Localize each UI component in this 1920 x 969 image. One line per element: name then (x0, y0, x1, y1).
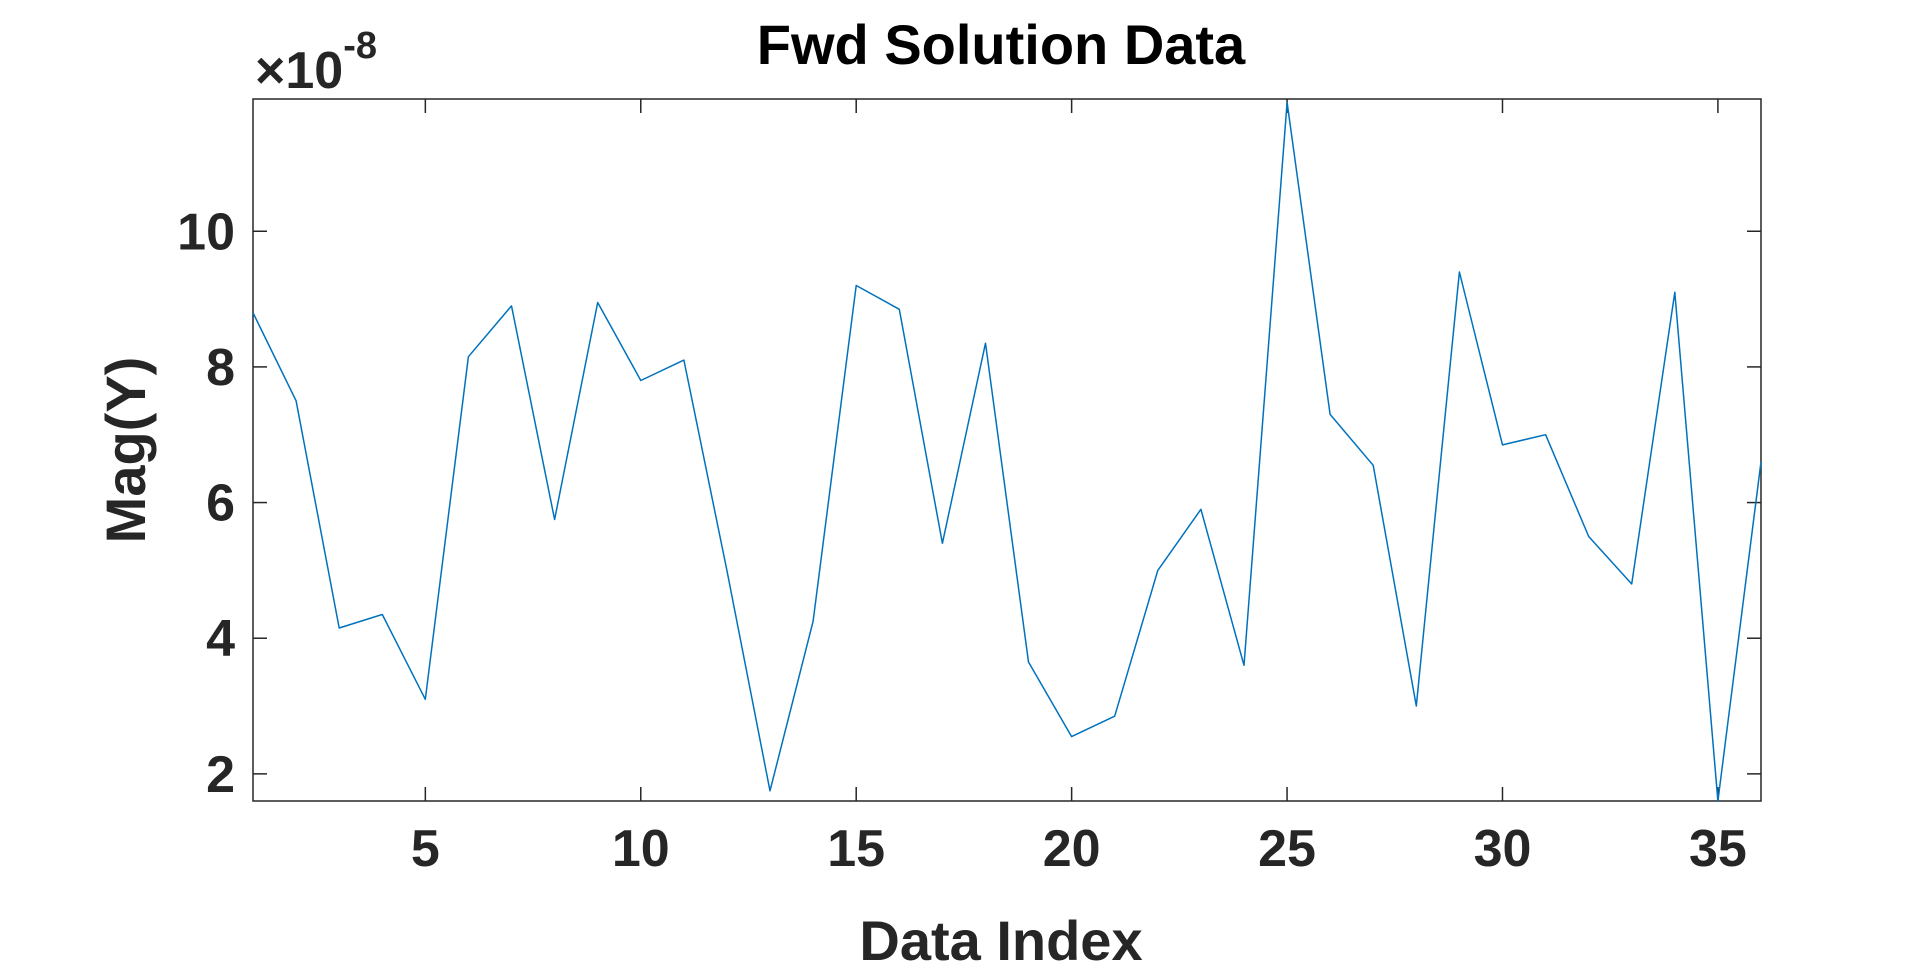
plot-area: 5 10 15 20 25 30 35 2 4 6 8 10 (177, 98, 1762, 878)
chart-title: Fwd Solution Data (757, 13, 1246, 76)
x-tick-label: 15 (827, 820, 885, 878)
y-axis-label: Mag(Y) (94, 357, 157, 544)
x-tick-label: 30 (1474, 820, 1532, 878)
x-axis-label: Data Index (859, 909, 1142, 969)
x-tick-label: 10 (612, 820, 670, 878)
y-tick-label: 4 (206, 610, 235, 668)
y-exponent-label: ×10-8 (255, 25, 377, 100)
y-exponent-prefix: ×10 (255, 42, 343, 100)
y-tick-label: 6 (206, 475, 235, 533)
x-tick-label: 20 (1043, 820, 1101, 878)
axes-box (252, 98, 1762, 802)
y-exponent-value: -8 (343, 25, 377, 67)
svg-text:×10-8: ×10-8 (255, 25, 377, 100)
x-tick-label: 35 (1689, 820, 1747, 878)
y-tick-label: 10 (177, 203, 235, 261)
series-line (252, 101, 1762, 802)
x-tick-label: 5 (411, 820, 440, 878)
y-tick-label: 8 (206, 339, 235, 397)
x-tick-label: 25 (1258, 820, 1316, 878)
y-tick-label: 2 (206, 746, 235, 804)
